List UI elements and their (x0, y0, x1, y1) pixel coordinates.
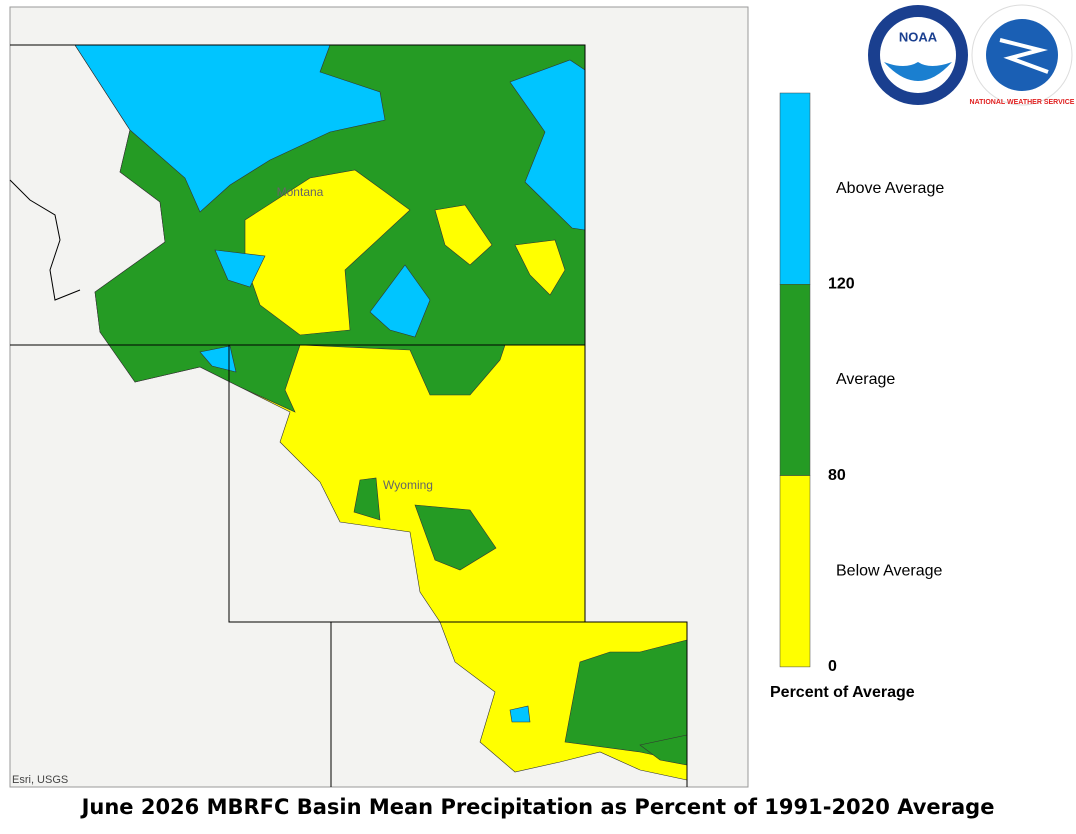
map: Montana Wyoming Esri, USGS (9, 44, 688, 787)
basin-region (199, 345, 237, 373)
legend-break: 0 (828, 658, 837, 675)
noaa-logo (880, 17, 956, 93)
basin-region (353, 477, 381, 521)
legend-label: Average (836, 371, 895, 388)
basin-region (509, 705, 531, 723)
legend-label: Below Average (836, 562, 943, 579)
legend-swatch (779, 92, 811, 285)
nws-logo (999, 38, 1049, 74)
noaa-text: NOAA (899, 29, 938, 44)
basin-region (564, 639, 688, 763)
attribution: Esri, USGS (12, 774, 68, 786)
legend-break: 120 (828, 276, 855, 293)
legend-swatch (779, 475, 811, 668)
basin-region (214, 249, 266, 288)
basin-region (434, 204, 493, 266)
nws-text: NATIONAL WEATHER SERVICE (970, 99, 1075, 106)
basin-region (509, 59, 586, 231)
basin-region (414, 504, 497, 571)
basin-region (244, 169, 411, 336)
legend-title: Percent of Average (770, 684, 915, 701)
legend: Percent of Average Above Average Average B… (770, 92, 944, 701)
title: June 2026 MBRFC Basin Mean Precipitation… (80, 795, 995, 819)
basin-region (74, 44, 386, 213)
basin-region (514, 239, 566, 296)
logos: NOAA NATIONAL WEATHER SERVICE (868, 4, 1075, 106)
state-label: Montana (277, 185, 324, 199)
state-border (9, 179, 81, 301)
legend-swatch (779, 284, 811, 476)
basin-region (369, 264, 431, 338)
legend-label: Above Average (836, 180, 944, 197)
legend-break: 80 (828, 467, 846, 484)
noaa-logo (884, 62, 952, 81)
state-label: Wyoming (383, 478, 433, 492)
